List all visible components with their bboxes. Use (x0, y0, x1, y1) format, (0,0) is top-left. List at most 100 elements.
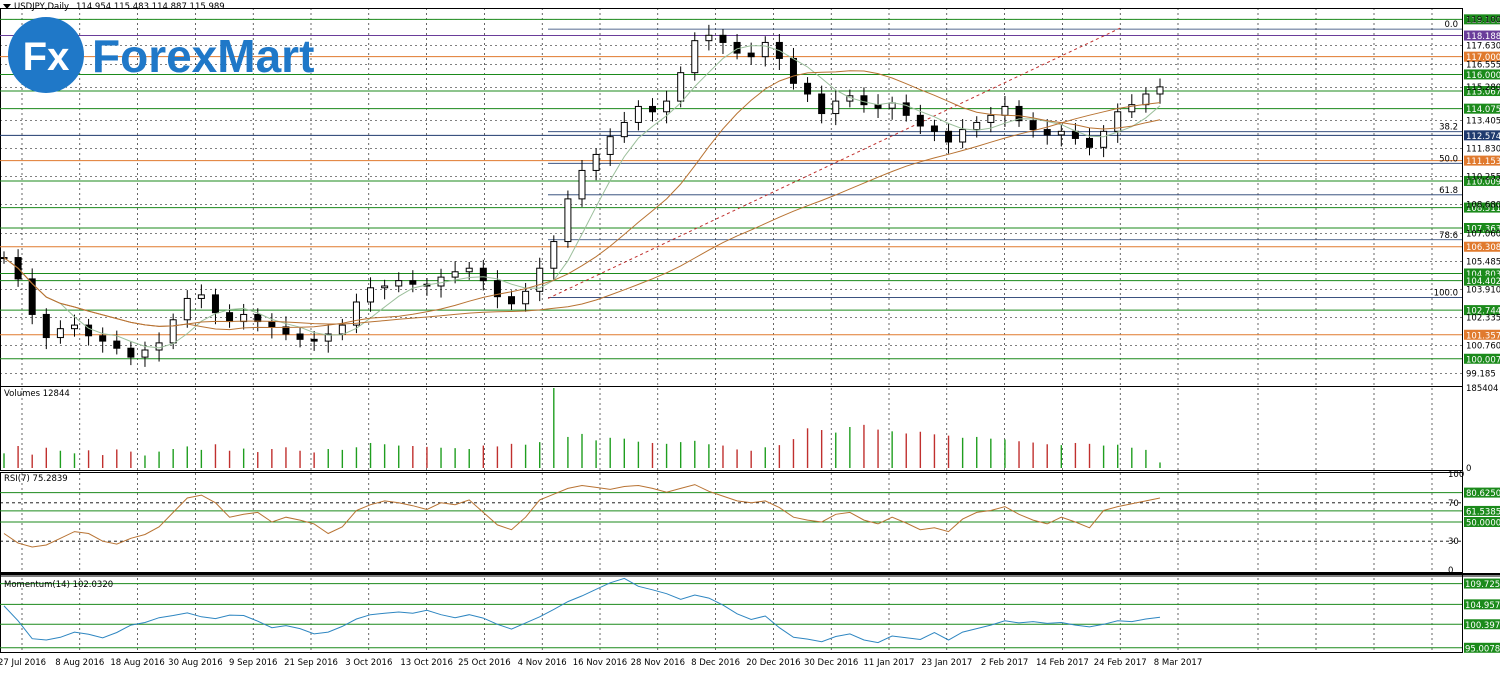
candle-body-63 (888, 102, 896, 109)
fib-label-5: 100.0 (1434, 289, 1458, 299)
momentum-level-badge-0 (1464, 578, 1500, 589)
candle-body-13 (183, 297, 191, 321)
candle-body-50 (705, 34, 713, 42)
dropdown-arrow-icon[interactable] (3, 4, 11, 9)
momentum-level-label-0: 109.7250 (1465, 580, 1500, 590)
level-badge-10 (1464, 222, 1500, 233)
momentum-level-label-2: 100.3972 (1465, 621, 1500, 631)
price-tick-label-13: 99.185 (1466, 369, 1496, 379)
candle-body-41 (578, 169, 586, 200)
level-badge-text-6: 112.574 (1466, 132, 1500, 142)
level-badge-text-14: 102.744 (1466, 307, 1500, 317)
x-tick-label-3: 30 Aug 2016 (168, 658, 222, 668)
candle-body-25 (352, 301, 360, 326)
candle-body-18 (254, 313, 262, 323)
levels-layer: 119.100 118.188 117.000 116.000 115.067 114.0… (0, 14, 1500, 365)
level-badge-text-2: 117.000 (1466, 53, 1500, 63)
price-tick-label-10: 103.910 (1466, 285, 1500, 295)
volume-tick-label-1: 0 (1466, 464, 1471, 474)
rsi-level-badge-0 (1464, 487, 1500, 498)
level-badge-11 (1464, 241, 1500, 252)
x-tick-label-4: 9 Sep 2016 (229, 658, 277, 668)
candle-body-9 (127, 347, 135, 358)
candle-body-7 (99, 335, 107, 342)
candle-body-5 (70, 324, 78, 330)
level-badge-text-16: 100.007 (1466, 355, 1500, 365)
candle-body-2 (28, 278, 36, 315)
momentum-level-label-3: 95.0078 (1465, 644, 1500, 654)
level-badge-text-4: 115.067 (1466, 88, 1500, 98)
level-badge-2 (1464, 51, 1500, 62)
panel-frame-3 (0, 574, 1463, 653)
x-tick-label-16: 23 Jan 2017 (921, 658, 972, 668)
level-badge-4 (1464, 86, 1500, 97)
price-tick-label-11: 102.335 (1466, 313, 1500, 323)
level-badge-text-11: 106.308 (1466, 243, 1500, 253)
level-badge-9 (1464, 202, 1500, 213)
candle-body-34 (479, 267, 487, 282)
level-badge-5 (1464, 103, 1500, 114)
level-badge-text-15: 101.357 (1466, 331, 1500, 341)
candle-body-70 (987, 114, 995, 123)
price-layer (0, 24, 1164, 367)
candle-body-71 (1001, 105, 1009, 116)
candle-body-45 (634, 105, 642, 123)
momentum-level-badge-3 (1464, 642, 1500, 653)
candle-body-82 (1156, 86, 1164, 95)
candle-body-15 (211, 294, 219, 314)
logo-badge-icon (8, 17, 84, 93)
level-badge-12 (1464, 268, 1500, 279)
candle-body-16 (226, 312, 234, 323)
rsi-level-label-4: 30 (1448, 537, 1459, 547)
candle-body-28 (395, 280, 403, 287)
x-tick-label-2: 18 Aug 2016 (110, 658, 164, 668)
rsi-line (3, 484, 1161, 548)
ma-mid-line (3, 70, 1161, 331)
level-badge-text-3: 116.000 (1466, 71, 1500, 81)
candle-body-59 (832, 100, 840, 115)
candle-body-6 (85, 324, 93, 337)
price-tick-label-3: 115.280 (1466, 83, 1500, 93)
level-badge-3 (1464, 69, 1500, 80)
candle-body-46 (648, 105, 656, 113)
level-badge-1 (1464, 30, 1500, 41)
rsi-layer: 80.6250 70 61.5385 50.0000 30 (0, 484, 1500, 548)
candle-body-47 (663, 100, 671, 113)
candle-body-14 (197, 294, 205, 299)
candle-body-51 (719, 34, 727, 43)
rsi-level-badge-2 (1464, 505, 1500, 516)
candle-body-73 (1029, 120, 1037, 131)
level-badge-7 (1464, 155, 1500, 166)
price-tick-label-8: 107.060 (1466, 229, 1500, 239)
candle-body-38 (536, 267, 544, 292)
candle-body-17 (240, 313, 248, 323)
candle-body-24 (338, 324, 346, 335)
candle-body-75 (1057, 130, 1065, 136)
candle-body-48 (677, 72, 685, 102)
candle-body-23 (324, 333, 332, 342)
rsi-tick-label-0: 100 (1448, 470, 1464, 480)
candle-body-8 (113, 340, 121, 349)
x-tick-label-19: 24 Feb 2017 (1094, 658, 1147, 668)
candle-body-79 (1114, 111, 1122, 132)
x-tick-label-8: 25 Oct 2016 (458, 658, 511, 668)
momentum-level-badge-1 (1464, 599, 1500, 610)
candle-body-66 (930, 125, 938, 132)
price-tick-label-12: 100.760 (1466, 341, 1500, 351)
level-badge-6 (1464, 130, 1500, 141)
level-badge-text-1: 118.188 (1466, 32, 1500, 42)
level-badge-15 (1464, 329, 1500, 340)
candle-body-54 (761, 41, 769, 58)
level-badge-text-9: 108.511 (1466, 204, 1500, 214)
candle-body-37 (522, 290, 530, 305)
x-tick-label-6: 3 Oct 2016 (345, 658, 392, 668)
momentum-level-badge-2 (1464, 619, 1500, 630)
rsi-level-label-2: 61.5385 (1466, 507, 1500, 517)
candle-body-72 (1015, 105, 1023, 122)
x-tick-label-10: 16 Nov 2016 (573, 658, 627, 668)
level-badge-text-8: 110.009 (1466, 177, 1500, 187)
fib-label-3: 61.8 (1439, 186, 1458, 196)
level-badge-text-7: 111.153 (1466, 157, 1500, 167)
volume-layer (3, 388, 1161, 468)
